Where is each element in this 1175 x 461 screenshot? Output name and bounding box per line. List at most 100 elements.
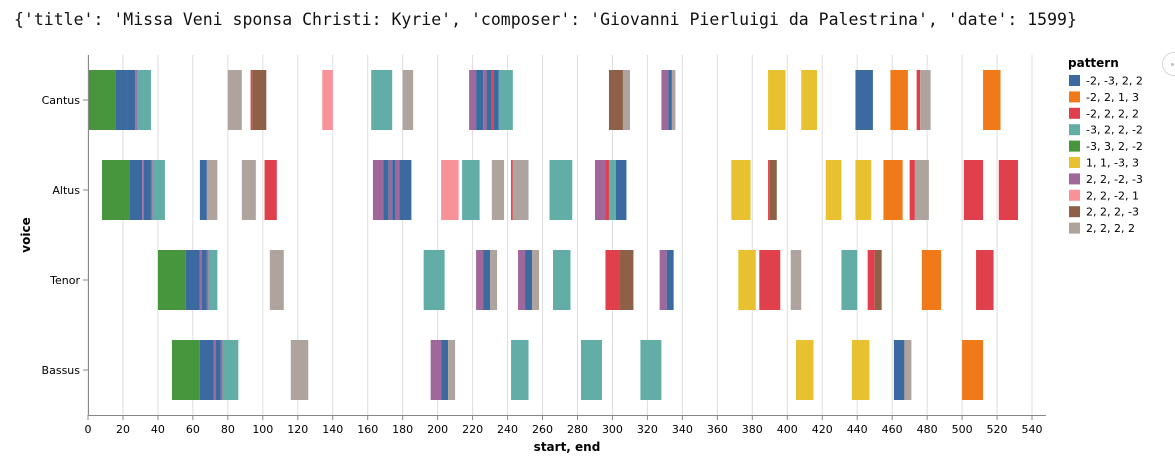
- x-tick-label: 300: [602, 423, 623, 436]
- bar-segment: [605, 160, 609, 220]
- legend-swatch: [1069, 189, 1080, 201]
- bar-segment: [476, 250, 484, 310]
- legend-title: pattern: [1068, 56, 1119, 70]
- bar-segment: [469, 70, 477, 130]
- chart-header-metadata: {'title': 'Missa Veni sponsa Christi: Ky…: [14, 10, 1077, 29]
- legend-label: -3, 2, 2, -2: [1086, 124, 1143, 137]
- bar-segment: [549, 160, 573, 220]
- bar-segment: [525, 250, 533, 310]
- bar-segment: [518, 250, 526, 310]
- x-tick-label: 440: [847, 423, 868, 436]
- bar-segment: [615, 160, 627, 220]
- x-tick-label: 160: [357, 423, 378, 436]
- y-tick-label: Cantus: [42, 94, 81, 107]
- legend-label: -2, 2, 2, 2: [1086, 107, 1139, 120]
- bar-segment: [731, 160, 751, 220]
- bar-segment: [143, 70, 151, 130]
- bar-segment: [512, 160, 529, 220]
- x-tick-label: 540: [1022, 423, 1043, 436]
- bar-segment: [867, 250, 875, 310]
- bar-segment: [206, 160, 218, 220]
- bar-segment: [659, 250, 667, 310]
- bar-segment: [493, 70, 499, 130]
- bar-segment: [498, 70, 513, 130]
- x-axis-title: start, end: [534, 440, 601, 454]
- bar-segment: [594, 160, 606, 220]
- bar-segment: [855, 160, 872, 220]
- bar-segment: [790, 250, 802, 310]
- legend-swatch: [1069, 173, 1080, 185]
- x-tick-label: 420: [812, 423, 833, 436]
- bar-segment: [290, 340, 309, 400]
- legend-swatch: [1069, 107, 1080, 119]
- bar-segment: [441, 340, 449, 400]
- bar-segment: [215, 340, 221, 400]
- y-tick-label: Bassus: [42, 364, 81, 377]
- bar-segment: [388, 160, 393, 220]
- bar-segment: [264, 160, 277, 220]
- bar-segment: [532, 250, 540, 310]
- bar-segment: [392, 160, 396, 220]
- bar-segment: [483, 250, 491, 310]
- bar-segment: [372, 160, 384, 220]
- bar-segment: [491, 160, 505, 220]
- bar-segment: [511, 340, 529, 400]
- bar-segment: [874, 250, 882, 310]
- bar-segment: [491, 70, 494, 130]
- x-tick-label: 180: [392, 423, 413, 436]
- legend-swatch: [1069, 206, 1080, 218]
- legend: pattern -2, -3, 2, 2 -2, 2, 1, 3 -2, 2, 2, …: [1068, 56, 1143, 235]
- bar-segment: [841, 250, 858, 310]
- x-tick-label: 80: [221, 423, 235, 436]
- bar-segment: [136, 70, 144, 130]
- x-tick-label: 280: [567, 423, 588, 436]
- legend-swatch: [1069, 157, 1080, 168]
- bar-segment: [486, 70, 492, 130]
- bar-segment: [448, 340, 456, 400]
- bar-segment: [201, 250, 207, 310]
- bar-segment: [619, 250, 634, 310]
- legend-label: 1, 1, -3, 3: [1086, 157, 1139, 170]
- bar-segment: [150, 160, 153, 220]
- bar-segment: [825, 160, 842, 220]
- bar-segment: [666, 250, 674, 310]
- x-tick-label: 120: [287, 423, 308, 436]
- bar-segment: [668, 70, 672, 130]
- legend-label: -2, -3, 2, 2: [1086, 75, 1143, 88]
- x-tick-label: 400: [777, 423, 798, 436]
- legend-swatch: [1069, 91, 1080, 103]
- bar-segment: [462, 160, 480, 220]
- x-tick-label: 480: [917, 423, 938, 436]
- x-tick-label: 200: [427, 423, 448, 436]
- bar-segment: [963, 160, 984, 220]
- x-tick-label: 20: [116, 423, 130, 436]
- bar-segment: [640, 340, 662, 400]
- bar-segment: [916, 70, 921, 130]
- scroll-handle-dot: [1171, 63, 1174, 66]
- bar-segment: [241, 160, 256, 220]
- bar-segment: [893, 340, 905, 400]
- x-tick-label: 260: [532, 423, 553, 436]
- bar-segment: [383, 160, 389, 220]
- bar-segment: [143, 160, 151, 220]
- bar-segment: [227, 70, 242, 130]
- bar-segment: [796, 340, 814, 400]
- y-axis-title: voice: [19, 217, 33, 252]
- bar-segment: [250, 70, 253, 130]
- legend-label: 2, 2, 2, 2: [1086, 222, 1135, 235]
- bar-segment: [768, 160, 770, 220]
- bar-segment: [430, 340, 442, 400]
- bar-segment: [883, 160, 903, 220]
- bar-segment: [152, 160, 165, 220]
- bar-segment: [553, 250, 571, 310]
- x-tick-label: 520: [987, 423, 1008, 436]
- bar-segment: [855, 70, 873, 130]
- bar-segment: [890, 70, 908, 130]
- bar-segment: [920, 70, 931, 130]
- legend-swatch: [1069, 75, 1080, 86]
- bar-segment: [129, 160, 143, 220]
- bar-segment: [142, 160, 144, 220]
- legend-label: 2, 2, -2, -3: [1086, 173, 1143, 186]
- bar-segment: [185, 250, 200, 310]
